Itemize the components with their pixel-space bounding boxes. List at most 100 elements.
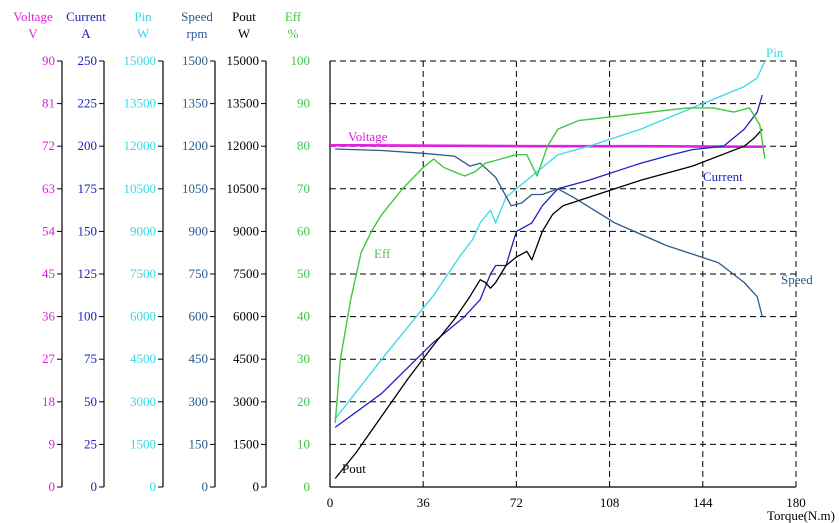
axis-unit: A (81, 26, 91, 41)
tick-label: 7500 (130, 266, 156, 281)
tick-label: 15000 (124, 53, 157, 68)
tick-label: 1200 (182, 138, 208, 153)
x-tick-label: 180 (786, 495, 806, 510)
series-label-voltage: Voltage (348, 129, 388, 144)
tick-label: 9000 (233, 223, 259, 238)
series-line-speed (335, 148, 763, 317)
tick-label: 18 (42, 394, 55, 409)
tick-label: 0 (253, 479, 260, 494)
tick-label: 1500 (182, 53, 208, 68)
series-lines (330, 60, 766, 479)
tick-label: 60 (297, 223, 310, 238)
tick-label: 0 (304, 479, 311, 494)
tick-label: 300 (189, 394, 209, 409)
axis-pout: Pout W 0 1500 3000 4500 6000 7500 9000 10500 12000… (227, 9, 267, 494)
tick-label: 10500 (124, 181, 157, 196)
tick-label: 27 (42, 351, 56, 366)
tick-label: 125 (78, 266, 98, 281)
tick-label: 36 (42, 309, 56, 324)
tick-label: 15000 (227, 53, 260, 68)
series-label-current: Current (703, 169, 743, 184)
axis-title: Voltage (13, 9, 53, 24)
axis-voltage: Voltage V 0 9 18 27 36 45 54 63 72 81 90 (13, 9, 63, 494)
y-axes: Voltage V 0 9 18 27 36 45 54 63 72 81 90 Current A 0 25 5… (13, 9, 310, 494)
tick-label: 6000 (233, 309, 259, 324)
tick-label: 13500 (124, 96, 157, 111)
tick-label: 250 (78, 53, 98, 68)
tick-label: 150 (78, 223, 98, 238)
axis-title: Current (66, 9, 106, 24)
axis-unit: rpm (187, 26, 208, 41)
tick-label: 4500 (233, 351, 259, 366)
tick-label: 13500 (227, 96, 260, 111)
series-line-current (334, 94, 763, 428)
tick-label: 225 (78, 96, 98, 111)
tick-label: 600 (189, 309, 209, 324)
series-line-pout (334, 128, 763, 479)
tick-label: 6000 (130, 309, 156, 324)
tick-label: 70 (297, 181, 310, 196)
tick-label: 10500 (227, 181, 260, 196)
tick-label: 1050 (182, 181, 208, 196)
tick-label: 1350 (182, 96, 208, 111)
tick-label: 45 (42, 266, 55, 281)
x-axis-label: Torque(N.m) (767, 508, 835, 523)
series-labels: Voltage Current Pin Speed Pout Eff (342, 45, 813, 476)
tick-label: 150 (189, 436, 209, 451)
x-tick-label: 144 (693, 495, 713, 510)
series-label-pin: Pin (766, 45, 784, 60)
axis-title: Eff (285, 9, 302, 24)
tick-label: 90 (42, 53, 55, 68)
x-tick-label: 72 (510, 495, 523, 510)
axis-unit: % (288, 26, 299, 41)
x-tick-label: 0 (327, 495, 334, 510)
axis-title: Speed (181, 9, 213, 24)
x-tick-label: 108 (600, 495, 620, 510)
tick-label: 81 (42, 96, 55, 111)
axis-pin: Pin W 0 1500 3000 4500 6000 7500 9000 10500 12000 1… (124, 9, 164, 494)
tick-label: 4500 (130, 351, 156, 366)
tick-label: 12000 (227, 138, 260, 153)
axis-unit: W (238, 26, 251, 41)
tick-label: 54 (42, 223, 56, 238)
axis-eff: Eff% 0 10 20 30 40 50 60 70 80 90 100 (285, 9, 310, 494)
series-line-eff (334, 107, 766, 424)
tick-label: 0 (91, 479, 98, 494)
tick-label: 9000 (130, 223, 156, 238)
tick-label: 80 (297, 138, 310, 153)
tick-label: 50 (297, 266, 310, 281)
tick-label: 3000 (130, 394, 156, 409)
axis-title: Pout (232, 9, 256, 24)
plot-frame (329, 61, 796, 488)
tick-label: 1500 (233, 436, 259, 451)
tick-label: 175 (78, 181, 98, 196)
series-line-pin (334, 60, 766, 420)
tick-label: 0 (150, 479, 157, 494)
tick-label: 90 (297, 96, 310, 111)
tick-label: 40 (297, 309, 310, 324)
tick-label: 100 (291, 53, 311, 68)
tick-label: 1500 (130, 436, 156, 451)
series-label-pout: Pout (342, 461, 366, 476)
tick-label: 63 (42, 181, 55, 196)
tick-label: 72 (42, 138, 55, 153)
tick-label: 75 (84, 351, 97, 366)
tick-label: 7500 (233, 266, 259, 281)
tick-label: 30 (297, 351, 310, 366)
series-label-speed: Speed (781, 272, 813, 287)
x-tick-label: 36 (417, 495, 431, 510)
tick-label: 9 (49, 436, 56, 451)
tick-label: 900 (189, 223, 209, 238)
axis-current: Current A 0 25 50 75 100 125 150 175 200 225 250 (66, 9, 106, 494)
tick-label: 750 (189, 266, 209, 281)
axis-speed: Speed rpm 0 150 300 450 600 750 900 1050 1200 1350 1… (181, 9, 216, 494)
tick-label: 50 (84, 394, 97, 409)
axis-unit: W (137, 26, 150, 41)
tick-label: 0 (49, 479, 56, 494)
axis-unit: V (28, 26, 38, 41)
tick-label: 0 (202, 479, 209, 494)
tick-label: 20 (297, 394, 310, 409)
tick-label: 10 (297, 436, 310, 451)
